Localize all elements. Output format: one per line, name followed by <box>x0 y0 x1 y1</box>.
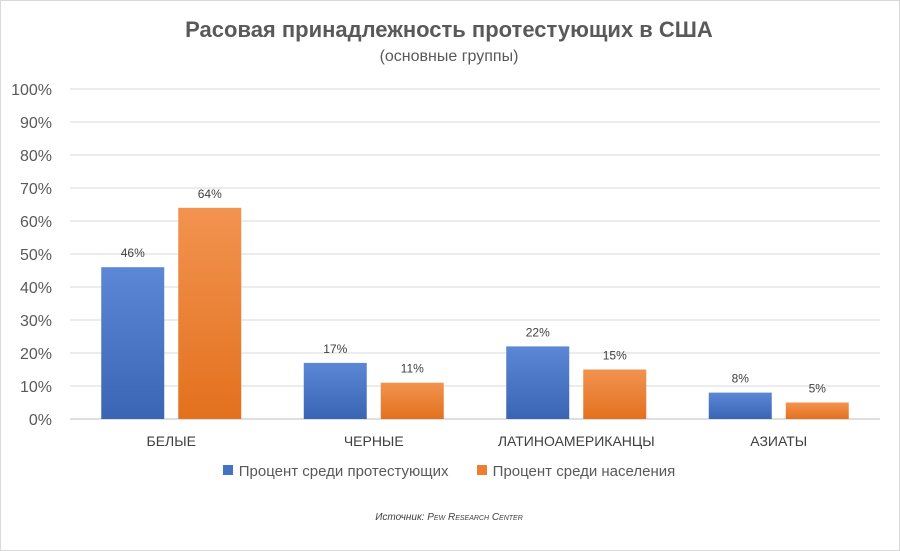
legend-label-protesters: Процент среди протестующих <box>238 463 449 480</box>
y-tick-label: 20% <box>20 346 52 363</box>
y-tick-label: 50% <box>20 247 52 264</box>
y-tick-label: 30% <box>20 313 52 330</box>
legend-label-population: Процент среди населения <box>492 463 676 480</box>
legend-swatch-protesters <box>222 465 233 475</box>
y-tick-label: 70% <box>20 181 52 198</box>
y-tick-label: 0% <box>29 412 52 429</box>
legend-swatch-population <box>476 465 487 475</box>
x-category-label: АЗИАТЫ <box>750 433 807 449</box>
data-label: 17% <box>323 342 347 356</box>
legend: Процент среди протестующих Процент среди… <box>0 463 898 480</box>
y-tick-label: 40% <box>20 280 52 297</box>
bar-population <box>583 369 647 419</box>
source-name: Pew Research Center <box>427 512 523 523</box>
y-tick-label: 80% <box>20 148 52 165</box>
data-label: 11% <box>401 362 424 376</box>
chart-subtitle: (основные группы) <box>379 48 519 65</box>
y-tick-label: 60% <box>20 214 52 231</box>
x-category-label: ЛАТИНОАМЕРИКАНЦЫ <box>498 433 655 449</box>
bar-population <box>785 402 849 419</box>
data-label: 64% <box>198 187 222 201</box>
y-tick-label: 10% <box>20 379 52 396</box>
bar-protesters <box>506 346 570 419</box>
bar-protesters <box>708 392 772 419</box>
bar-protesters <box>303 362 367 419</box>
bar-population <box>178 207 242 419</box>
legend-item-population: Процент среди населения <box>476 463 676 480</box>
data-label: 46% <box>121 246 145 260</box>
chart-title: Расовая принадлежность протестующих в СШ… <box>185 17 713 42</box>
bar-population <box>380 382 444 419</box>
source-note: Источник: Pew Research Center <box>0 512 898 523</box>
x-category-label: БЕЛЫЕ <box>147 433 196 449</box>
data-label: 15% <box>603 349 627 363</box>
legend-item-protesters: Процент среди протестующих <box>222 463 449 480</box>
source-prefix: Источник: <box>375 512 425 523</box>
x-category-label: ЧЕРНЫЕ <box>344 433 404 449</box>
data-label: 5% <box>809 382 827 396</box>
bar-protesters <box>101 267 165 419</box>
data-label: 8% <box>732 372 750 386</box>
y-tick-label: 90% <box>20 115 52 132</box>
data-label: 22% <box>526 325 550 339</box>
y-tick-label: 100% <box>11 82 52 99</box>
